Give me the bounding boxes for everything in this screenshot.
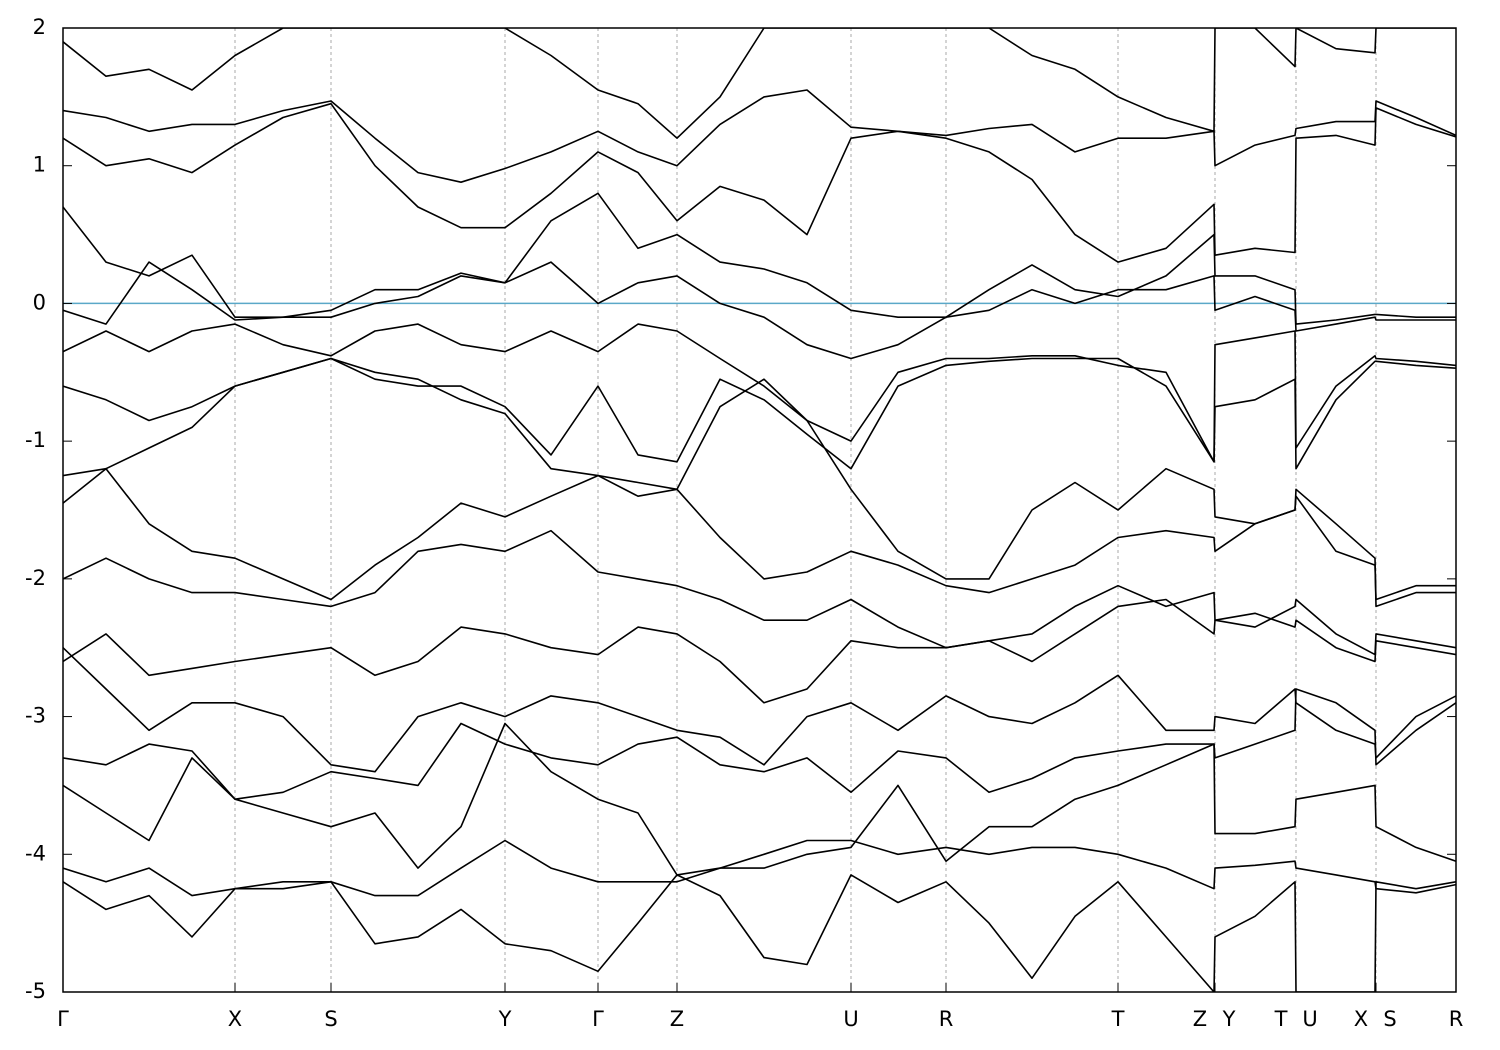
band-line xyxy=(63,598,1456,704)
y-tick-label: -1 xyxy=(25,428,46,452)
x-tick-label: R xyxy=(1449,1007,1464,1031)
band-line xyxy=(63,261,1456,360)
x-tick-label: Z xyxy=(670,1007,684,1031)
x-tick-label: R xyxy=(939,1007,954,1031)
x-tick-label: T xyxy=(1274,1007,1288,1031)
y-tick-label: -5 xyxy=(25,979,46,1003)
y-tick-label: -4 xyxy=(25,841,46,865)
band-line xyxy=(63,529,1456,656)
y-tick-label: 2 xyxy=(33,15,46,39)
band-line xyxy=(63,102,1456,263)
plot-frame xyxy=(62,27,1457,993)
y-tick-label: 1 xyxy=(33,153,46,177)
bands xyxy=(63,28,1456,992)
band-line xyxy=(63,722,1456,876)
band-line xyxy=(63,192,1456,325)
y-tick-label: -2 xyxy=(25,566,46,590)
band-line xyxy=(63,467,1456,601)
x-tick-label: Γ xyxy=(57,1007,69,1031)
band-line xyxy=(63,688,1456,800)
band-line xyxy=(63,28,1456,139)
x-tick-label: S xyxy=(324,1007,337,1031)
band-line xyxy=(63,874,1456,992)
x-tick-label: Z xyxy=(1193,1007,1207,1031)
x-tick-label: U xyxy=(843,1007,858,1031)
band-line xyxy=(63,323,1456,463)
x-tick-label: Γ xyxy=(592,1007,604,1031)
band-line xyxy=(63,89,1456,183)
band-line xyxy=(63,839,1456,897)
x-tick-label: Y xyxy=(498,1007,512,1031)
x-tick-label: U xyxy=(1302,1007,1317,1031)
x-tick-label: T xyxy=(1111,1007,1125,1031)
x-tick-label: X xyxy=(1354,1007,1368,1031)
y-tick-label: -3 xyxy=(25,704,46,728)
x-tick-label: X xyxy=(228,1007,242,1031)
x-tick-label: S xyxy=(1383,1007,1396,1031)
y-tick-label: 0 xyxy=(33,290,46,314)
x-tick-label: Y xyxy=(1222,1007,1236,1031)
